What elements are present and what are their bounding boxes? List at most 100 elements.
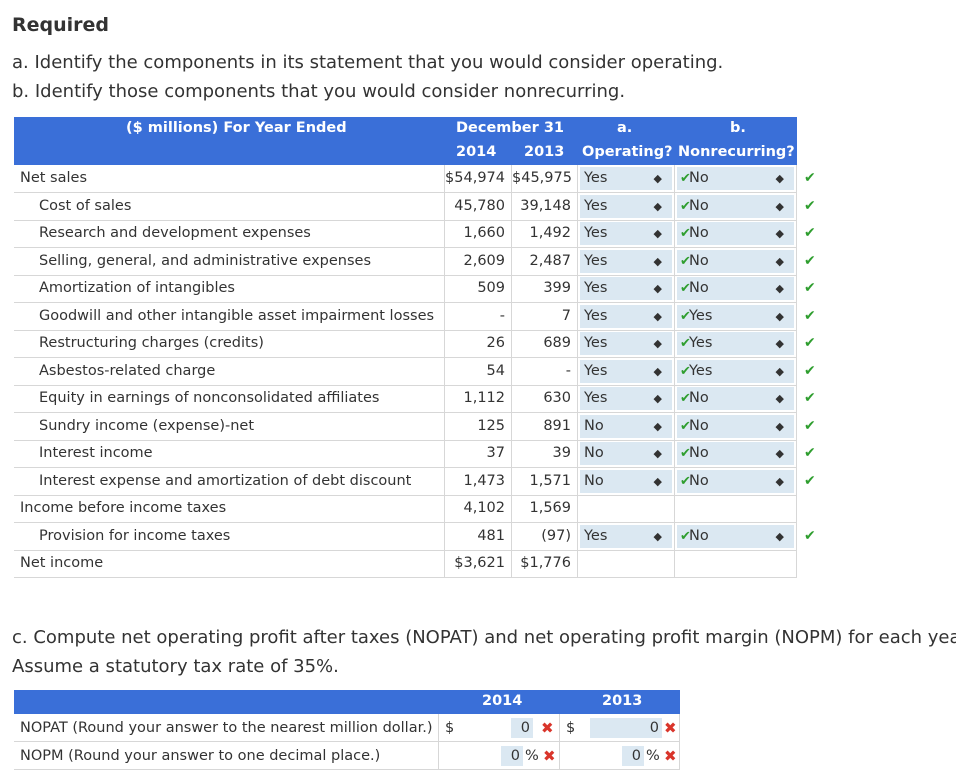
value-2013: 39,148	[511, 193, 577, 221]
operating-select[interactable]: No ◆	[580, 442, 672, 465]
table-row: Research and development expenses 1,660 1,…	[14, 220, 816, 248]
currency-symbol: $	[445, 720, 455, 736]
nopm-2014-input[interactable]: 0	[501, 746, 523, 766]
row-label: Net sales	[14, 165, 444, 193]
table-header: ($ millions) For Year Ended December 31 …	[14, 117, 797, 165]
row-label: Asbestos-related charge	[14, 358, 444, 386]
operating-select[interactable]: Yes ◆	[580, 277, 672, 300]
operating-select[interactable]: No ◆	[580, 470, 672, 493]
updown-arrow-icon: ◆	[775, 255, 784, 268]
operating-select[interactable]: Yes ◆	[580, 250, 672, 273]
nonrecurring-select[interactable]: ✔ No ◆	[677, 525, 794, 548]
operating-select[interactable]: Yes ◆	[580, 332, 672, 355]
nonrecurring-select[interactable]: ✔ No ◆	[677, 222, 794, 245]
operating-select[interactable]: Yes ◆	[580, 387, 672, 410]
value-2013: $45,975	[511, 165, 577, 193]
checkmark-icon: ✔	[804, 528, 816, 544]
updown-arrow-icon: ◆	[775, 530, 784, 543]
header-2013: 2013	[524, 144, 565, 160]
nonrecurring-value: No	[689, 445, 709, 461]
updown-arrow-icon: ◆	[653, 365, 662, 378]
nonrecurring-select[interactable]: ✔ No ◆	[677, 442, 794, 465]
value-2014: 1,660	[444, 220, 511, 248]
nonrecurring-select[interactable]: ✔ Yes ◆	[677, 360, 794, 383]
value-2013: 1,569	[511, 495, 577, 523]
nonrecurring-select[interactable]: ✔ No ◆	[677, 195, 794, 218]
checkmark-icon: ✔	[804, 170, 816, 186]
row-label: Amortization of intangibles	[14, 275, 444, 303]
nopat-2013-input[interactable]: 0	[590, 718, 662, 738]
nopat-label: NOPAT (Round your answer to the nearest …	[14, 714, 438, 742]
operating-value: No	[584, 418, 604, 434]
operating-select[interactable]: Yes ◆	[580, 195, 672, 218]
updown-arrow-icon: ◆	[775, 447, 784, 460]
checkmark-icon: ✔	[804, 445, 816, 461]
updown-arrow-icon: ◆	[653, 337, 662, 350]
operating-select[interactable]: No ◆	[580, 415, 672, 438]
operating-value: Yes	[584, 198, 608, 214]
x-icon: ✖	[664, 719, 677, 737]
updown-arrow-icon: ◆	[653, 310, 662, 323]
nonrecurring-select[interactable]: ✔ No ◆	[677, 387, 794, 410]
operating-value: Yes	[584, 170, 608, 186]
row-label: Interest expense and amortization of deb…	[14, 468, 444, 496]
value-2014: 1,473	[444, 468, 511, 496]
x-icon: ✖	[543, 747, 556, 765]
updown-arrow-icon: ◆	[653, 447, 662, 460]
nonrecurring-value: No	[689, 473, 709, 489]
nonrecurring-select[interactable]: ✔ No ◆	[677, 277, 794, 300]
updown-arrow-icon: ◆	[775, 310, 784, 323]
row-label: Net income	[14, 550, 444, 578]
operating-select[interactable]: Yes ◆	[580, 167, 672, 190]
checkmark-icon: ✔	[680, 171, 691, 186]
header-a: a.	[617, 120, 633, 136]
updown-arrow-icon: ◆	[775, 337, 784, 350]
header-nonrecurring: Nonrecurring?	[678, 144, 795, 160]
operating-select[interactable]: Yes ◆	[580, 525, 672, 548]
value-2013: 39	[511, 440, 577, 468]
row-label: Interest income	[14, 440, 444, 468]
nonrecurring-value: No	[689, 418, 709, 434]
value-2014: 1,112	[444, 385, 511, 413]
row-label: Equity in earnings of nonconsolidated af…	[14, 385, 444, 413]
row-label: Provision for income taxes	[14, 523, 444, 551]
nonrecurring-select[interactable]: ✔ No ◆	[677, 415, 794, 438]
nonrecurring-select[interactable]: ✔ No ◆	[677, 250, 794, 273]
checkmark-icon: ✔	[680, 281, 691, 296]
table-row: Provision for income taxes 481 (97) Yes ◆ ✔ No…	[14, 523, 816, 551]
value-2014: 4,102	[444, 495, 511, 523]
table-row: Cost of sales 45,780 39,148 Yes ◆ ✔ No ◆ ✔	[14, 193, 816, 221]
operating-select[interactable]: Yes ◆	[580, 222, 672, 245]
instruction-a: a. Identify the components in its statem…	[12, 52, 724, 73]
nonrecurring-select[interactable]: ✔ No ◆	[677, 167, 794, 190]
operating-select[interactable]: Yes ◆	[580, 305, 672, 328]
updown-arrow-icon: ◆	[775, 227, 784, 240]
header-2014: 2014	[456, 144, 497, 160]
row-label: Cost of sales	[14, 193, 444, 221]
nonrecurring-select[interactable]: ✔ No ◆	[677, 470, 794, 493]
operating-value: Yes	[584, 225, 608, 241]
operating-value: Yes	[584, 363, 608, 379]
table-row: Sundry income (expense)-net 125 891 No ◆ ✔ No ◆…	[14, 413, 816, 441]
checkmark-icon: ✔	[680, 199, 691, 214]
percent-sign: %	[525, 748, 539, 764]
operating-value: No	[584, 445, 604, 461]
part-c-line1: c. Compute net operating profit after ta…	[12, 627, 956, 648]
value-2014: 54	[444, 358, 511, 386]
value-2014: 481	[444, 523, 511, 551]
nopm-2013-input[interactable]: 0	[622, 746, 644, 766]
nonrecurring-select[interactable]: ✔ Yes ◆	[677, 332, 794, 355]
operating-select[interactable]: Yes ◆	[580, 360, 672, 383]
updown-arrow-icon: ◆	[775, 172, 784, 185]
updown-arrow-icon: ◆	[653, 172, 662, 185]
value-2013: 399	[511, 275, 577, 303]
row-label: Research and development expenses	[14, 220, 444, 248]
updown-arrow-icon: ◆	[653, 475, 662, 488]
header-2013: 2013	[602, 693, 643, 709]
instruction-b: b. Identify those components that you wo…	[12, 81, 626, 102]
updown-arrow-icon: ◆	[653, 227, 662, 240]
row-label: Restructuring charges (credits)	[14, 330, 444, 358]
value-2013: (97)	[511, 523, 577, 551]
nopat-2014-input[interactable]: 0	[511, 718, 533, 738]
nonrecurring-select[interactable]: ✔ Yes ◆	[677, 305, 794, 328]
